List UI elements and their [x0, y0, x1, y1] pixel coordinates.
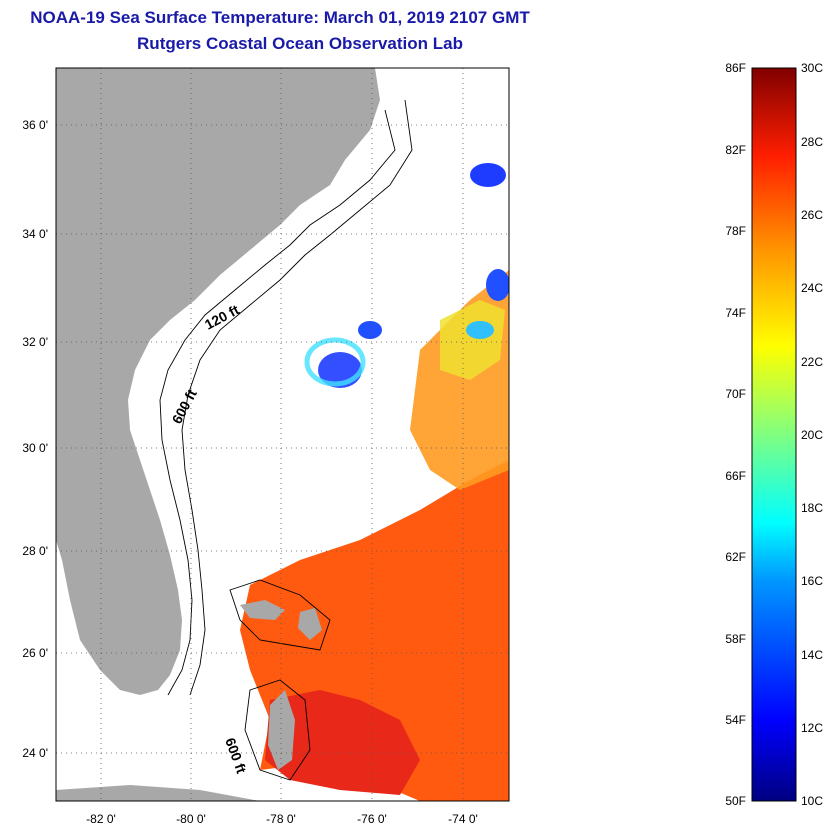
sst-cyan-patch — [466, 321, 494, 339]
colorbar-f-label: 74F — [725, 306, 746, 320]
colorbar-c-label: 18C — [801, 501, 823, 515]
land-abaco — [298, 608, 322, 640]
map-subtitle: Rutgers Coastal Ocean Observation Lab — [137, 34, 463, 53]
colorbar-c-label: 24C — [801, 281, 823, 295]
lon-tick-label: -76 0' — [357, 812, 387, 826]
contour-bahamas — [229, 579, 331, 651]
lat-tick-label: 30 0' — [22, 441, 48, 455]
sst-hot-patch — [265, 690, 420, 795]
colorbar-c-label: 14C — [801, 648, 823, 662]
land-andros — [268, 690, 295, 770]
contour-600ft — [181, 99, 413, 696]
colorbar-c-label: 20C — [801, 428, 823, 442]
colorbar-f-label: 54F — [725, 713, 746, 727]
lat-tick-label: 24 0' — [22, 746, 48, 760]
sst-cold-patch-2 — [358, 321, 382, 339]
colorbar-f-label: 58F — [725, 632, 746, 646]
colorbar-f-label: 78F — [725, 224, 746, 238]
lat-tick-label: 28 0' — [22, 544, 48, 558]
map-title: NOAA-19 Sea Surface Temperature: March 0… — [30, 8, 530, 27]
colorbar-c-label: 30C — [801, 61, 823, 75]
colorbar-c-label: 22C — [801, 355, 823, 369]
latitude-axis: 36 0' 34 0' 32 0' 30 0' 28 0' 26 0' 24 0… — [22, 118, 48, 760]
colorbar-f-label: 62F — [725, 550, 746, 564]
lon-tick-label: -80 0' — [176, 812, 206, 826]
sst-cold-patch-4 — [486, 269, 509, 301]
sst-cold-patch-1-rim — [304, 337, 366, 387]
colorbar-c-label: 10C — [801, 794, 823, 808]
lat-tick-label: 36 0' — [22, 118, 48, 132]
colorbar-c-label: 16C — [801, 574, 823, 588]
colorbar-c-label: 12C — [801, 721, 823, 735]
contour-bahamas-south — [244, 679, 311, 781]
colorbar-fahrenheit-axis: 86F 82F 78F 74F 70F 66F 62F 58F 54F 50F — [725, 61, 746, 808]
colorbar-f-label: 66F — [725, 469, 746, 483]
colorbar-f-label: 82F — [725, 143, 746, 157]
colorbar-c-label: 28C — [801, 135, 823, 149]
colorbar-f-label: 70F — [725, 387, 746, 401]
sst-cold-patch-3 — [470, 163, 506, 187]
lon-tick-label: -74 0' — [448, 812, 478, 826]
map-graticule — [56, 68, 509, 801]
lat-tick-label: 26 0' — [22, 646, 48, 660]
land-cuba — [56, 785, 260, 801]
colorbar — [751, 67, 797, 802]
map-frame — [55, 67, 510, 802]
lat-tick-label: 34 0' — [22, 227, 48, 241]
colorbar-f-label: 86F — [725, 61, 746, 75]
sst-yellow-north — [440, 300, 505, 380]
longitude-axis: -82 0' -80 0' -78 0' -76 0' -74 0' — [86, 812, 478, 826]
lon-tick-label: -78 0' — [266, 812, 296, 826]
land-us-coast — [56, 68, 380, 695]
lon-tick-label: -82 0' — [86, 812, 116, 826]
colorbar-celsius-axis: 30C 28C 26C 24C 22C 20C 18C 16C 14C 12C … — [801, 61, 823, 808]
lat-tick-label: 32 0' — [22, 335, 48, 349]
land-grand-bahama — [240, 600, 285, 620]
colorbar-c-label: 26C — [801, 208, 823, 222]
colorbar-f-label: 50F — [725, 794, 746, 808]
